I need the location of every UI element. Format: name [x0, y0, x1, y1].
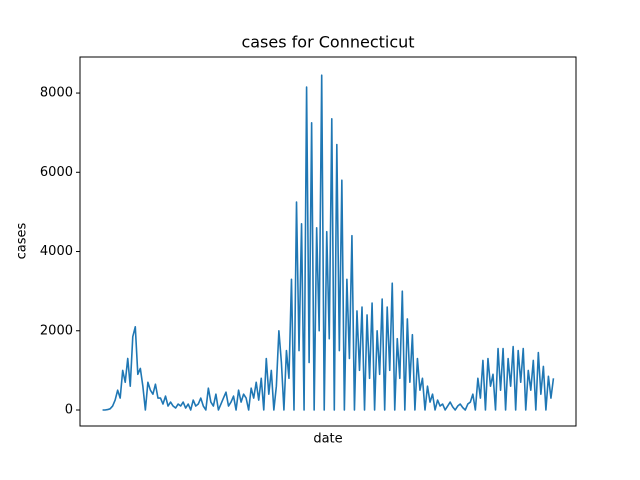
y-axis-label: cases	[15, 222, 30, 259]
y-tick-label: 6000	[40, 165, 73, 180]
y-tick-label: 2000	[40, 323, 73, 338]
axes-frame	[79, 56, 577, 427]
y-tick-label: 0	[65, 402, 73, 417]
chart-title: cases for Connecticut	[241, 33, 414, 52]
data-line	[102, 74, 555, 411]
y-tick-label: 4000	[40, 244, 73, 259]
x-axis-label: date	[313, 432, 342, 447]
plot-area: 0 2000 4000 6000 8000	[40, 74, 555, 417]
y-tick-label: 8000	[40, 86, 73, 101]
